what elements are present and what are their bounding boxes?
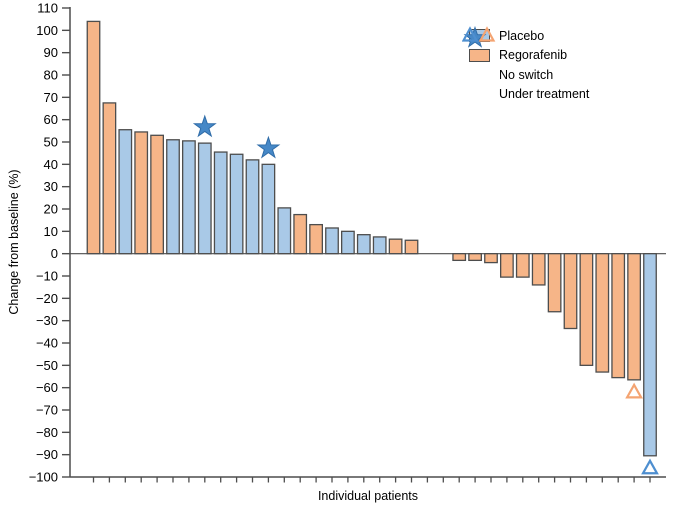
no-switch-star-icon <box>192 114 217 138</box>
patient-bar-regorafenib <box>595 253 610 373</box>
patient-bar-regorafenib <box>515 253 530 278</box>
y-tick-label: 110 <box>37 1 58 16</box>
patient-bar-regorafenib <box>499 253 514 278</box>
patient-bar-regorafenib <box>452 253 467 262</box>
patient-bar-placebo <box>229 153 244 255</box>
legend-item-under-treatment: Under treatment <box>462 26 590 105</box>
regorafenib-swatch-column <box>462 48 496 62</box>
patient-bar-regorafenib <box>611 253 626 379</box>
under-treatment-triangle-glyph <box>478 26 496 42</box>
patient-bar-placebo <box>325 227 339 255</box>
x-axis-label: Individual patients <box>317 489 419 503</box>
patient-bar-regorafenib <box>309 223 324 255</box>
y-tick-label: 0 <box>51 246 58 261</box>
y-tick-label: 20 <box>44 202 58 217</box>
patient-bar-regorafenib <box>563 253 578 330</box>
patient-bar-placebo <box>166 139 180 255</box>
patient-bar-regorafenib <box>484 253 498 264</box>
under-treatment-triangle-glyph <box>462 26 479 42</box>
legend: Placebo Regorafenib No switch Under trea… <box>462 26 589 104</box>
legend-item-no-switch: No switch <box>462 26 589 85</box>
patient-bar-regorafenib <box>531 253 546 286</box>
y-tick-label: −70 <box>36 403 58 418</box>
legend-item-regorafenib: Regorafenib <box>462 46 589 66</box>
patient-bar-regorafenib <box>86 20 101 255</box>
y-tick-label: −30 <box>36 313 58 328</box>
patient-bar-placebo <box>277 207 292 255</box>
patient-bar-placebo <box>356 234 371 255</box>
regorafenib-swatch <box>468 48 490 62</box>
patient-bar-placebo <box>245 159 260 255</box>
patient-bar-placebo <box>340 230 355 255</box>
patient-bar-placebo <box>372 236 387 255</box>
legend-label-under-treatment: Under treatment <box>499 87 590 102</box>
patient-bar-placebo <box>118 129 133 255</box>
patient-bar-placebo <box>643 253 657 457</box>
y-tick-label: 80 <box>44 68 58 83</box>
y-tick-label: −10 <box>36 269 58 284</box>
patient-bar-regorafenib <box>134 131 149 255</box>
y-tick-label: −100 <box>29 470 58 485</box>
legend-label-no-switch: No switch <box>499 67 554 82</box>
y-tick-label: 10 <box>44 224 58 239</box>
legend-label-regorafenib: Regorafenib <box>499 48 568 63</box>
y-tick-label: −40 <box>36 336 58 351</box>
y-tick-label: 60 <box>44 112 58 127</box>
legend-label-placebo: Placebo <box>499 28 545 43</box>
under-treatment-triangle-icon <box>641 458 659 475</box>
patient-bar-regorafenib <box>102 102 117 255</box>
patient-bar-regorafenib <box>627 253 641 381</box>
y-tick-label: −90 <box>36 447 58 462</box>
y-tick-label: −50 <box>36 358 58 373</box>
y-tick-label: −20 <box>36 291 58 306</box>
patient-bar-regorafenib <box>547 253 562 313</box>
y-tick-label: 100 <box>36 23 58 38</box>
patient-bar-regorafenib <box>293 213 308 255</box>
y-tick-label: 40 <box>44 157 58 172</box>
patient-bar-regorafenib <box>150 134 165 255</box>
y-tick-label: −60 <box>36 380 58 395</box>
patient-bar-placebo <box>197 142 212 255</box>
y-tick-label: 90 <box>44 45 58 60</box>
patient-bar-placebo <box>213 151 228 255</box>
y-tick-label: −80 <box>36 425 58 440</box>
no-switch-star-icon <box>256 135 281 159</box>
patient-bar-placebo <box>181 140 196 255</box>
y-tick-label: 30 <box>44 179 58 194</box>
y-tick-label: 70 <box>44 90 58 105</box>
patient-bar-placebo <box>261 163 276 255</box>
under-treatment-triangle-icon <box>625 382 643 399</box>
y-axis-label: Change from baseline (%) <box>7 169 21 315</box>
patient-bar-regorafenib <box>404 239 419 255</box>
patient-bar-regorafenib <box>388 238 403 255</box>
under-treatment-triangles-icon <box>462 26 496 42</box>
y-tick-label: 50 <box>44 135 58 150</box>
patient-bar-regorafenib <box>579 253 594 366</box>
patient-bar-regorafenib <box>468 253 483 262</box>
